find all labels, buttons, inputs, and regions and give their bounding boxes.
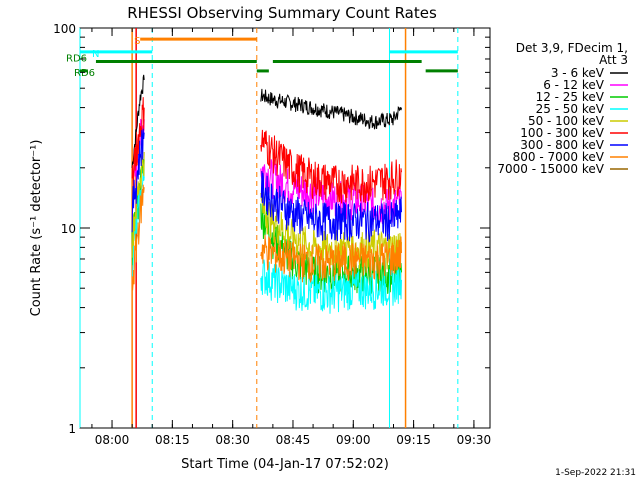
y-axis-ticks: 1 10 100	[53, 22, 490, 436]
legend-header-line-1: Det 3,9, FDecim 1,	[516, 41, 628, 55]
legend-label-2: 12 - 25 keV	[536, 90, 605, 104]
series-line-7-1	[260, 234, 402, 283]
series-line-6-1	[260, 170, 402, 243]
plot-frame	[79, 27, 491, 429]
x-tick-label-4: 09:00	[336, 433, 371, 447]
series-line-0-1	[260, 88, 402, 130]
x-tick-label-3: 08:45	[276, 433, 311, 447]
y-tick-label-0: 1	[68, 422, 76, 436]
legend-label-7: 800 - 7000 keV	[513, 150, 605, 164]
x-axis-label: Start Time (04-Jan-17 07:52:02)	[181, 457, 389, 472]
legend-header-line-2: Att 3	[599, 53, 628, 67]
x-tick-label-0: 08:00	[95, 433, 130, 447]
series-line-7-0	[131, 184, 145, 291]
x-tick-label-5: 09:15	[396, 433, 431, 447]
legend-label-5: 100 - 300 keV	[520, 126, 604, 140]
x-axis-ticks: 08:00 08:15 08:30 08:45 09:00 09:15 09:30	[91, 28, 492, 447]
x-tick-label-1: 08:15	[155, 433, 190, 447]
x-tick-label-6: 09:30	[457, 433, 492, 447]
flag-label-1: N	[92, 49, 99, 60]
y-axis-label: Count Rate (s⁻¹ detector⁻¹)	[29, 140, 44, 317]
legend-label-4: 50 - 100 keV	[528, 114, 605, 128]
y-tick-label-2: 100	[53, 22, 76, 36]
flag-bars: S N RD6 RD6	[66, 36, 458, 79]
series-line-5-1	[260, 129, 402, 204]
x-tick-label-2: 08:30	[215, 433, 250, 447]
legend-label-0: 3 - 6 keV	[551, 66, 605, 80]
series-line-6-0	[131, 128, 145, 233]
series-line-2-0	[131, 158, 145, 266]
legend-label-8: 7000 - 15000 keV	[497, 162, 604, 176]
legend-label-6: 300 - 800 keV	[520, 138, 604, 152]
series-line-5-0	[131, 97, 145, 191]
series-line-3-1	[260, 259, 402, 314]
flag-label-0: S	[134, 36, 140, 47]
flag-label-3: RD6	[74, 68, 95, 79]
y-tick-label-1: 10	[61, 222, 76, 236]
legend-label-1: 6 - 12 keV	[543, 78, 605, 92]
legend-label-3: 25 - 50 keV	[536, 102, 605, 116]
flag-label-2: RD6	[66, 53, 87, 64]
series-line-4-1	[260, 191, 402, 270]
series-lines	[131, 74, 402, 314]
chart-title: RHESSI Observing Summary Count Rates	[127, 4, 437, 22]
timestamp: 1-Sep-2022 21:31	[555, 468, 636, 478]
